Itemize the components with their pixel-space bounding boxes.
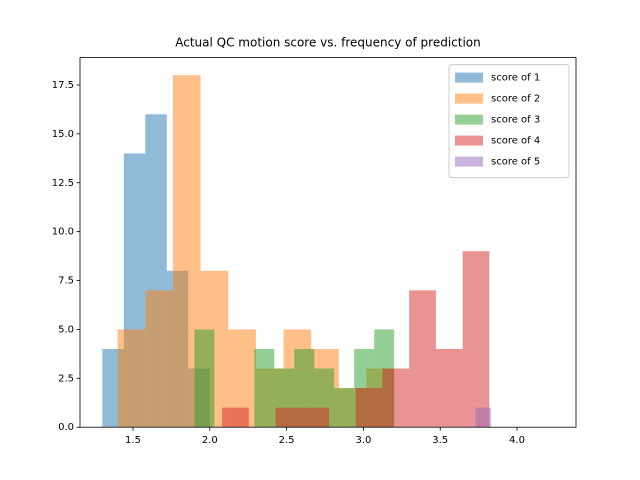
histogram-bar [145, 290, 173, 428]
y-tick-label: 2.5 [58, 373, 74, 384]
x-tick-label: 2.0 [202, 435, 218, 446]
histogram-bar [194, 329, 215, 428]
histogram-bar [462, 251, 490, 428]
histogram-bar [222, 407, 249, 428]
histogram-bar [409, 290, 436, 428]
y-tick-label: 5.0 [58, 324, 74, 335]
x-tick-label: 3.0 [355, 435, 371, 446]
histogram-bar [334, 388, 355, 428]
x-tick-label: 1.5 [125, 435, 141, 446]
histogram-bar [254, 348, 275, 428]
x-tick-label: 3.5 [432, 435, 448, 446]
chart-title: Actual QC motion score vs. frequency of … [175, 36, 481, 50]
x-tick-label: 2.5 [279, 435, 295, 446]
legend-label: score of 2 [491, 94, 540, 105]
y-tick-label: 7.5 [58, 276, 74, 287]
x-tick-label: 4.0 [509, 435, 525, 446]
legend-swatch [455, 156, 483, 167]
histogram-bar [275, 407, 303, 428]
legend-box [448, 64, 570, 179]
histogram-bar [382, 368, 410, 428]
histogram-bar [435, 348, 463, 428]
legend-swatch [455, 114, 483, 125]
legend-label: score of 4 [491, 136, 540, 147]
y-tick-label: 0.0 [58, 422, 74, 433]
y-tick-label: 15.0 [52, 129, 74, 140]
y-tick-label: 12.5 [52, 178, 74, 189]
histogram-bar [117, 329, 146, 428]
y-tick-label: 10.0 [52, 227, 74, 238]
legend-swatch [455, 93, 483, 104]
legend-swatch [455, 72, 483, 83]
histogram-bar [355, 388, 383, 428]
histogram-bar [475, 407, 491, 428]
histogram-bar [302, 407, 329, 428]
legend-label: score of 3 [491, 115, 540, 126]
y-tick-label: 17.5 [52, 80, 74, 91]
legend-label: score of 5 [491, 157, 540, 168]
legend-swatch [455, 135, 483, 146]
legend: score of 1 score of 2 score of 3 score of 4… [448, 64, 570, 179]
legend-label: score of 1 [491, 73, 540, 84]
plot-frame [79, 57, 577, 428]
